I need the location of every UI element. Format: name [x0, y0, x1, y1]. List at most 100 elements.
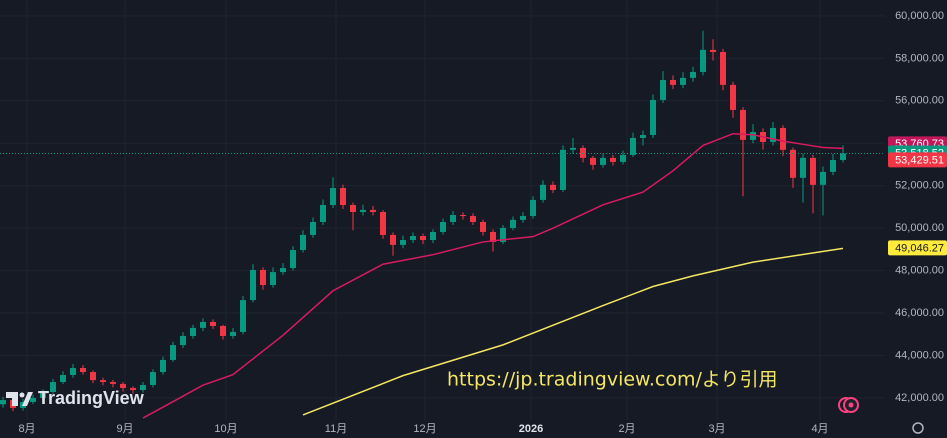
candle-body — [730, 84, 736, 110]
candle-body — [280, 268, 286, 273]
candle-body — [680, 77, 686, 85]
y-tick-label: 48,000.00 — [895, 264, 944, 276]
candle-body — [160, 359, 166, 373]
source-note: https://jp.tradingview.com/より引用 — [447, 369, 777, 391]
candle-body — [190, 327, 196, 336]
candle-body — [360, 209, 366, 213]
candle-body — [110, 382, 116, 384]
candle-body — [550, 184, 556, 190]
candle-body — [580, 147, 586, 158]
candle-body — [710, 49, 716, 52]
candle-body — [740, 109, 746, 140]
candle-body — [80, 368, 86, 373]
candle-body — [720, 51, 726, 85]
candle-body — [830, 160, 836, 172]
y-tick-label: 42,000.00 — [895, 392, 944, 404]
candle-body — [420, 235, 426, 241]
candle-body — [750, 132, 756, 140]
candle-body — [800, 157, 806, 178]
x-tick-label: 2月 — [618, 423, 635, 435]
y-tick-label: 56,000.00 — [895, 95, 944, 107]
candle-body — [450, 214, 456, 222]
candle-body — [50, 382, 56, 392]
y-tick-label: 50,000.00 — [895, 222, 944, 234]
candle-body — [170, 345, 176, 360]
candle-body — [180, 335, 186, 346]
candle-body — [400, 240, 406, 245]
x-tick-label: 12月 — [413, 423, 436, 435]
candle-body — [200, 321, 206, 328]
candle-body — [650, 99, 656, 135]
candle-body — [260, 269, 266, 286]
candle-body — [790, 149, 796, 178]
candle-body — [470, 216, 476, 222]
toolbar-icons[interactable] — [838, 397, 924, 434]
candle-body — [140, 384, 146, 391]
candle-body — [460, 214, 466, 217]
y-tick-label: 60,000.00 — [895, 10, 944, 22]
y-tick-label: 52,000.00 — [895, 180, 944, 192]
y-tick-label: 44,000.00 — [895, 349, 944, 361]
candle-body — [330, 188, 336, 206]
candle-body — [70, 368, 76, 376]
candle-body — [780, 127, 786, 150]
candle-body — [370, 209, 376, 213]
brand: TradingView — [38, 388, 145, 408]
y-tick-label: 46,000.00 — [895, 307, 944, 319]
candle-body — [60, 375, 66, 383]
candle-body — [570, 147, 576, 150]
candle-body — [350, 205, 356, 213]
candle-body — [430, 231, 436, 241]
candle-body — [440, 221, 446, 232]
candle-body — [810, 157, 816, 185]
moving-average-line — [142, 132, 844, 419]
candle-body — [340, 188, 346, 206]
candle-body — [590, 157, 596, 165]
candle-body — [40, 391, 46, 398]
candle-body — [210, 321, 216, 326]
candle-body — [500, 227, 506, 242]
candle-body — [150, 372, 156, 385]
candle-body — [560, 149, 566, 190]
price-tag-label: 53,429.51 — [895, 154, 944, 166]
candle-body — [410, 235, 416, 241]
candle-body — [0, 400, 6, 405]
candle-body — [640, 134, 646, 138]
candle-body — [620, 154, 626, 162]
x-tick-label: 10月 — [214, 423, 237, 435]
y-tick-label: 58,000.00 — [895, 52, 944, 64]
candle-body — [520, 216, 526, 220]
price-tag — [888, 240, 947, 256]
x-tick-label: 9月 — [116, 423, 133, 435]
candle-body — [630, 137, 636, 155]
candle-body — [540, 184, 546, 200]
price-tag — [888, 152, 947, 168]
candle-body — [30, 397, 36, 402]
candle-body — [230, 331, 236, 336]
candle-body — [660, 80, 666, 100]
candle-body — [380, 212, 386, 235]
candle-body — [300, 234, 306, 251]
candle-body — [820, 171, 826, 185]
candle-body — [270, 272, 276, 286]
x-tick-label: 11月 — [325, 423, 347, 435]
grid — [0, 0, 885, 420]
x-tick-label: 2026 — [519, 423, 543, 435]
candle-body — [310, 221, 316, 235]
x-tick-label: 3月 — [708, 423, 725, 435]
candle-body — [840, 153, 846, 161]
candle-body — [240, 300, 246, 332]
candle-body — [90, 372, 96, 381]
candle-body — [490, 231, 496, 242]
brand-logo: TradingView — [6, 388, 145, 408]
x-tick-label: 8月 — [18, 423, 35, 435]
candle-body — [290, 250, 296, 269]
candle-body — [320, 205, 326, 222]
candle-body — [770, 127, 776, 142]
candle-body — [220, 325, 226, 336]
candle-body — [690, 71, 696, 78]
candle-body — [120, 383, 126, 388]
candle-body — [530, 199, 536, 217]
